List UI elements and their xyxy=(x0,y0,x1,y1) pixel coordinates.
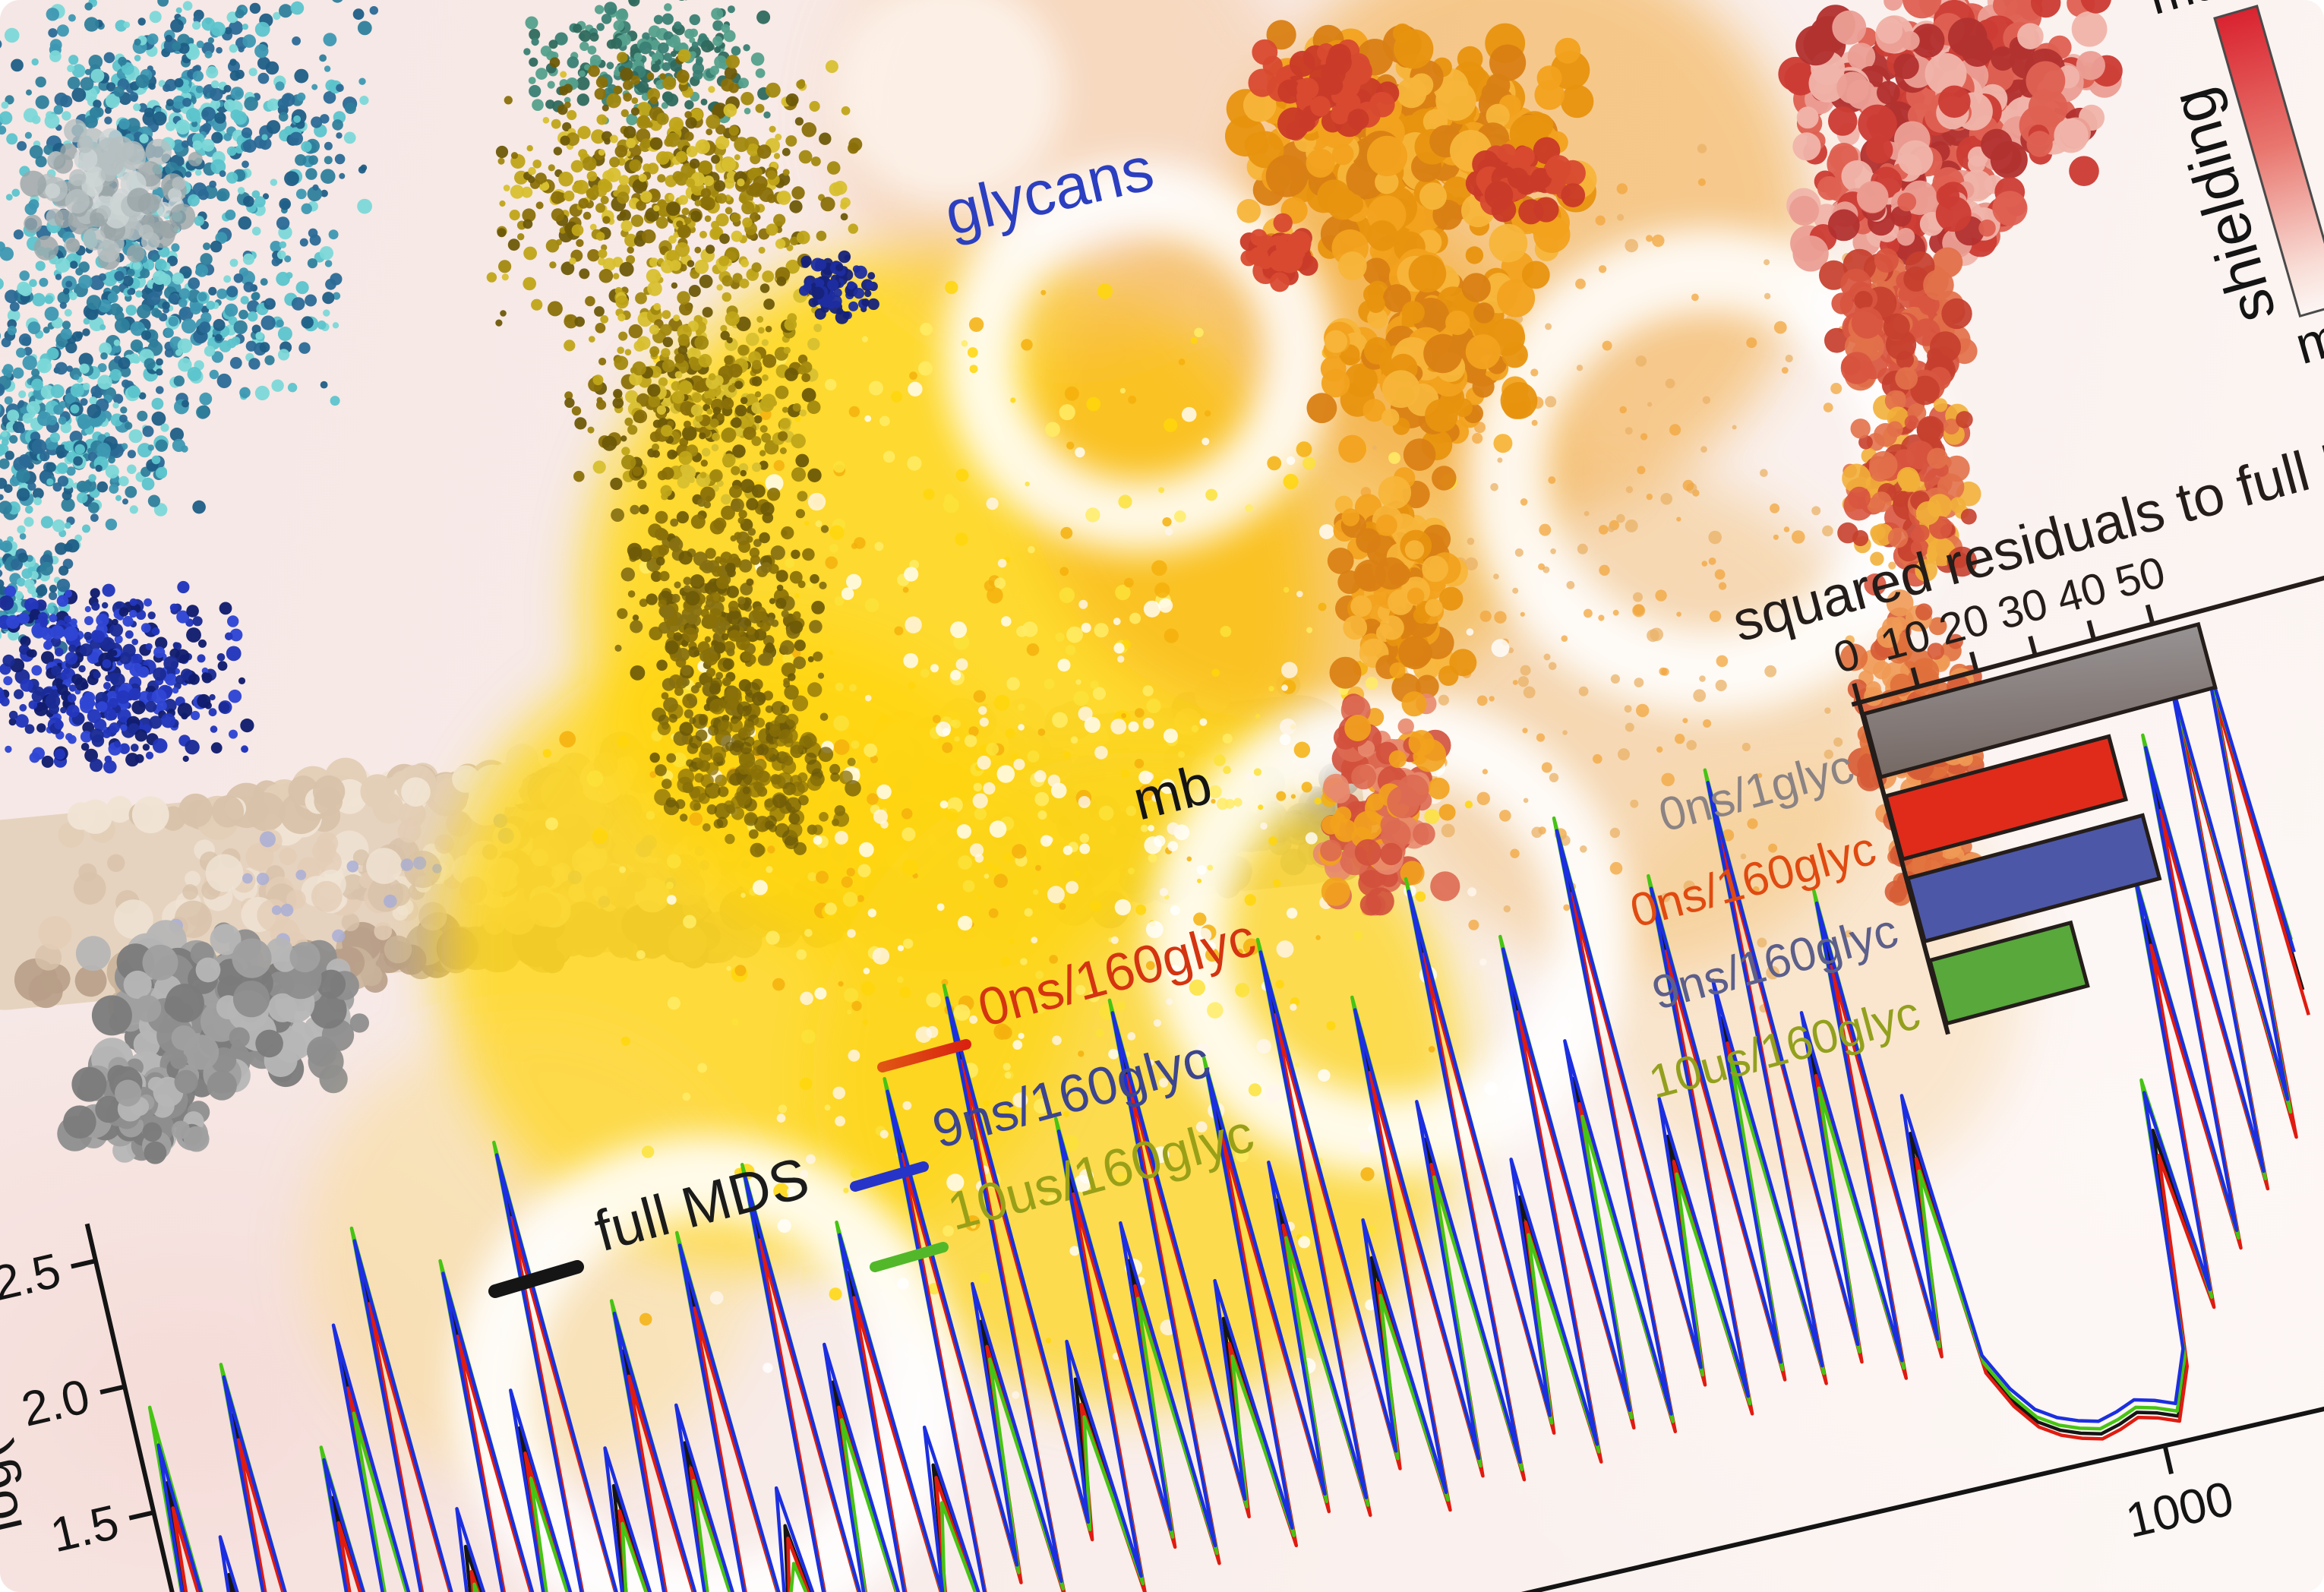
colorbar-gradient xyxy=(2213,5,2324,318)
bar-axis-tick-label: 40 xyxy=(2051,563,2111,623)
x-axis-ticks: 1000 xyxy=(2120,1445,2238,1548)
fuzz-cluster xyxy=(0,187,343,419)
fuzz-cluster xyxy=(20,118,203,270)
bar-axis-tick xyxy=(2086,620,2096,640)
legend-label: full MDS xyxy=(588,1145,815,1264)
bar-axis-tick xyxy=(2028,635,2038,656)
fuzz-cluster xyxy=(1225,20,1597,293)
y-axis-label-fragment: log( xyxy=(0,1436,35,1539)
bars xyxy=(1861,621,2218,1026)
trace-10us-160glyc xyxy=(147,665,2293,1592)
y-tick-label: 2.5 xyxy=(0,1243,65,1311)
fuzz-cluster xyxy=(564,288,823,505)
fuzz-cluster xyxy=(799,250,879,324)
legend-label: 0ns/160glyc xyxy=(972,907,1261,1038)
fuzz-cluster xyxy=(57,1034,219,1164)
y-tick-label: 1.5 xyxy=(46,1494,124,1562)
y-tick xyxy=(71,1259,96,1269)
x-tick-label: 1000 xyxy=(2120,1470,2238,1548)
bar-label-0ns-1glyc: 0ns/1glyc xyxy=(1653,740,1859,842)
gray-protein-blob xyxy=(57,920,369,1164)
fuzz-cluster xyxy=(0,580,254,774)
fuzz-cluster xyxy=(1327,434,1477,703)
fuzz-cluster xyxy=(486,49,863,341)
bar-axis-tick xyxy=(2145,604,2155,625)
x-tick xyxy=(2162,1445,2174,1475)
fuzz-cluster xyxy=(1239,213,1318,292)
fuzz-cluster xyxy=(652,678,861,858)
bar-axis-tick-label: 20 xyxy=(1934,595,1994,655)
fuzz-cluster xyxy=(1465,137,1586,225)
bar-axis-tick-label: 0 xyxy=(1829,629,1865,683)
glycan-speckles xyxy=(542,126,1896,1399)
legend-item-0ns-160glyc: 0ns/160glyc xyxy=(877,907,1261,1072)
trace-9ns-160glyc xyxy=(156,652,2296,1592)
fuzz-cluster xyxy=(1248,39,1400,141)
bar-axis-line xyxy=(1851,570,2324,707)
legend-swatch xyxy=(850,1161,929,1192)
bar-axis-tick xyxy=(1969,651,1979,672)
fuzz-cluster xyxy=(0,347,206,552)
fuzz-cluster xyxy=(1312,691,1460,916)
legend-swatch xyxy=(877,1039,971,1072)
x-axis-line xyxy=(0,1382,2324,1592)
trace-lines xyxy=(147,652,2310,1592)
bar-baseline xyxy=(1856,699,1950,1035)
residuals-bar-chart: squared residuals to full M 0 1020304050 … xyxy=(1625,423,2324,1109)
bar-10us-160glyc xyxy=(1927,920,2090,1026)
residue-line-chart: 2.5 2.0 1.5 1000 xyxy=(0,652,2324,1592)
fuzz-cluster xyxy=(1786,132,2028,279)
fuzz-cluster xyxy=(1837,367,1981,596)
y-axis-line xyxy=(84,1223,302,1592)
fuzz-cluster xyxy=(1306,246,1550,461)
shielding-colorbar: shielding max min xyxy=(2141,0,2324,375)
membrane-label: mb xyxy=(1127,752,1218,832)
y-tick xyxy=(99,1384,125,1395)
y-tick xyxy=(128,1510,155,1521)
bar-axis-tick xyxy=(1852,683,1861,703)
legend-swatch xyxy=(488,1260,584,1298)
bar-axis-tick xyxy=(1910,667,1921,688)
bar-axis-tick-label: 50 xyxy=(2110,547,2170,607)
legend-swatch xyxy=(870,1242,949,1272)
fuzz-cluster xyxy=(1331,126,1896,1013)
y-tick-label: 2.0 xyxy=(17,1369,95,1437)
bar-axis-tick-label: 30 xyxy=(1993,579,2053,639)
bar-axis-tick-label: 10 xyxy=(1875,610,1935,670)
bar-category-labels: 0ns/1glyc0ns/160glyc9ns/160glyc10us/160g… xyxy=(1625,740,1925,1109)
spike-proteins xyxy=(0,0,2123,916)
glycans-label: glycans xyxy=(939,134,1160,248)
